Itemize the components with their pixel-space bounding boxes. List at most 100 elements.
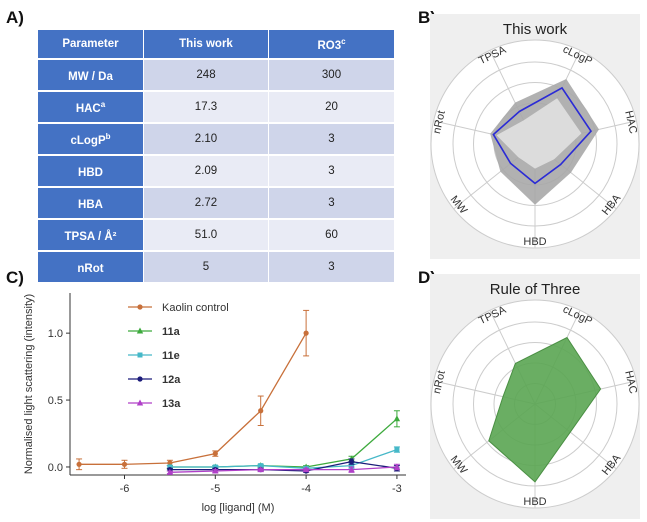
legend-marker	[136, 327, 144, 334]
data-point	[348, 466, 355, 473]
data-point	[121, 461, 128, 467]
cell-ro3: 20	[268, 91, 395, 124]
radar-axis-label: HBD	[523, 236, 546, 248]
y-tick-label: 0.0	[48, 462, 63, 474]
x-axis-label: log [ligand] (M)	[202, 502, 275, 514]
ro3-base-text: RO3	[317, 39, 342, 52]
legend-label: 13a	[162, 398, 181, 410]
row-header: MW / Da	[38, 59, 144, 92]
cell-ro3: 300	[268, 59, 395, 92]
radar-axis-label: nRot	[431, 370, 448, 395]
row-header: HBA	[38, 187, 144, 220]
data-point	[257, 466, 264, 473]
series-line	[169, 460, 397, 472]
row-header: TPSA / Å²	[38, 219, 144, 252]
panel-label-a: A)	[6, 8, 24, 27]
data-point	[349, 463, 355, 469]
table-row: cLogPb 2.10 3	[38, 123, 395, 156]
data-point	[258, 463, 264, 469]
table-body: MW / Da 248 300 HACa 17.3 20 cLogPb 2.10 3 HBD 2.0…	[38, 59, 395, 284]
cell-ro3: 3	[268, 123, 395, 156]
row-param-label: HAC	[75, 102, 101, 115]
legend-marker	[137, 376, 143, 382]
cell-this-work: 17.3	[143, 91, 269, 124]
data-point	[393, 415, 401, 422]
data-point	[348, 459, 355, 465]
series-line	[79, 332, 307, 465]
data-point	[167, 460, 173, 466]
table-row: HACa 17.3 20	[38, 91, 395, 124]
radar-series-line-top	[492, 86, 593, 185]
table-row: HBD 2.09 3	[38, 155, 395, 188]
cell-this-work: 2.09	[143, 155, 269, 188]
data-point	[258, 408, 264, 414]
radar-axis-label: HAC	[622, 370, 639, 395]
cell-ro3: 60	[268, 219, 395, 252]
x-tick-label: -6	[120, 483, 130, 495]
row-header: nRot	[38, 251, 144, 284]
legend-marker	[137, 304, 143, 310]
line-chart-light-scattering: 0.0 0.5 1.0 -6 -5 -4 -3 log [ligand] (M) Normali…	[23, 293, 406, 514]
legend-label: Kaolin control	[162, 302, 229, 314]
cell-ro3: 3	[268, 187, 395, 220]
data-point	[394, 447, 400, 453]
series-kaolin-control	[76, 309, 310, 471]
radar-title: Rule of Three	[490, 281, 581, 298]
cell-this-work: 2.10	[143, 123, 269, 156]
radar-axis-label: nRot	[431, 110, 448, 135]
legend-label: 11e	[162, 350, 180, 362]
cell-this-work: 2.72	[143, 187, 269, 220]
row-param-label: nRot	[77, 262, 104, 275]
data-point	[76, 461, 82, 467]
x-tick-label: -4	[301, 483, 311, 495]
data-point	[393, 463, 401, 470]
series-line	[169, 448, 398, 469]
row-param-label: MW / Da	[68, 70, 113, 83]
data-point	[212, 450, 218, 457]
row-footnote-mark: a	[100, 99, 106, 109]
x-tick-label: -5	[210, 483, 220, 495]
row-header: HBD	[38, 155, 144, 188]
y-axis-label: Normalised light scattering (intensity)	[23, 294, 35, 474]
series-11e	[166, 446, 400, 471]
radar-axis-label: HBD	[523, 496, 546, 508]
x-tick-label: -3	[392, 483, 402, 495]
radar-series-band-inner	[496, 98, 582, 169]
data-point	[167, 464, 173, 470]
row-footnote-mark: b	[105, 131, 111, 141]
series-line	[169, 466, 397, 473]
data-point	[302, 466, 310, 473]
col-header-ro3: RO3c	[268, 30, 395, 60]
row-header: cLogPb	[38, 123, 144, 156]
table-row: nRot 5 3	[38, 251, 395, 284]
radar-series-fill	[488, 336, 602, 483]
y-tick-label: 0.5	[48, 395, 63, 407]
table-row: MW / Da 248 300	[38, 59, 395, 92]
col-header-this-work: This work	[143, 30, 269, 60]
row-param-label: cLogP	[70, 134, 106, 147]
y-tick-label: 1.0	[48, 328, 63, 340]
cell-this-work: 5	[143, 251, 269, 284]
legend-label: 11a	[162, 326, 181, 338]
cell-this-work: 248	[143, 59, 269, 92]
data-point	[212, 467, 219, 474]
series-13a	[166, 463, 401, 475]
legend-marker	[137, 352, 143, 358]
radar-title: This work	[503, 21, 568, 38]
parameter-table: Parameter This work RO3c MW / Da 248 300 HA…	[38, 30, 395, 284]
data-point	[166, 468, 174, 475]
cell-ro3: 3	[268, 251, 395, 284]
cell-this-work: 51.0	[143, 219, 269, 252]
panel-label-c: C)	[6, 268, 24, 287]
table-row: TPSA / Å² 51.0 60	[38, 219, 395, 252]
row-param-label: HBA	[78, 198, 103, 211]
row-header: HACa	[38, 91, 144, 124]
series-line	[169, 418, 398, 468]
data-point	[303, 330, 309, 336]
legend-marker	[136, 399, 144, 406]
row-param-label: TPSA / Å²	[64, 230, 117, 243]
table-row: HBA 2.72 3	[38, 187, 395, 220]
data-point	[212, 464, 218, 470]
